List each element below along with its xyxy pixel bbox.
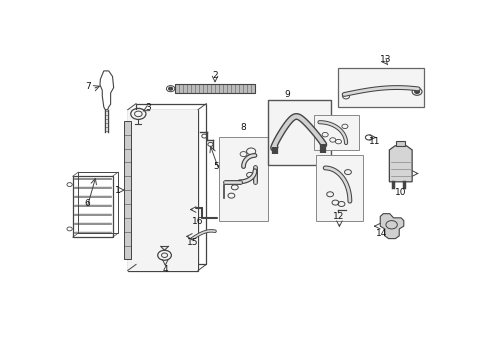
Text: 14: 14 <box>376 229 388 238</box>
Bar <box>73 176 113 237</box>
Bar <box>268 100 331 165</box>
Bar <box>314 115 359 150</box>
Bar <box>219 138 268 221</box>
Text: 8: 8 <box>241 123 246 132</box>
Text: 11: 11 <box>369 137 380 146</box>
Text: 4: 4 <box>163 265 168 274</box>
Text: 5: 5 <box>213 162 219 171</box>
Text: 15: 15 <box>187 238 198 247</box>
Bar <box>128 110 198 270</box>
Bar <box>78 172 118 233</box>
Circle shape <box>169 87 172 90</box>
Text: 10: 10 <box>395 188 407 197</box>
Text: 6: 6 <box>84 199 90 208</box>
Text: 13: 13 <box>380 55 392 64</box>
Text: 7: 7 <box>86 82 92 91</box>
Bar <box>124 121 131 260</box>
Circle shape <box>415 90 419 93</box>
Bar <box>136 104 206 264</box>
Bar <box>316 156 363 221</box>
Text: 1: 1 <box>115 186 121 195</box>
Text: 9: 9 <box>284 90 290 99</box>
Bar <box>396 141 405 146</box>
Text: 2: 2 <box>212 71 218 80</box>
Bar <box>128 110 198 270</box>
Bar <box>339 68 424 107</box>
Text: 3: 3 <box>146 103 151 112</box>
Bar <box>175 84 255 93</box>
Polygon shape <box>380 214 404 239</box>
Text: 16: 16 <box>192 217 204 226</box>
Text: 12: 12 <box>333 212 344 221</box>
Polygon shape <box>390 146 412 182</box>
